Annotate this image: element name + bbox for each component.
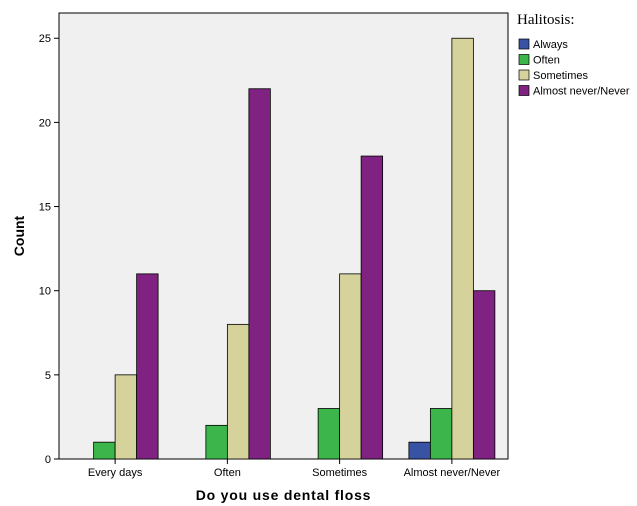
legend-label: Almost never/Never	[533, 86, 630, 98]
bar-often-1	[205, 424, 228, 460]
y-tick-label: 20	[39, 117, 51, 129]
x-axis-title: Do you use dental floss	[196, 487, 372, 503]
legend-label: Sometimes	[533, 70, 589, 82]
bar-sometimes-1	[226, 323, 250, 460]
legend-label: Always	[533, 39, 568, 51]
bar-always-3	[408, 441, 431, 460]
y-tick-label: 0	[45, 454, 51, 466]
y-tick-label: 10	[39, 286, 51, 298]
legend-swatch	[518, 54, 530, 65]
legend: Halitosis: Always Often Sometimes Almost ne…	[517, 12, 630, 98]
bar-almost-never-never-1	[248, 88, 271, 460]
x-tick-label: Often	[214, 467, 241, 479]
x-tick-label: Every days	[88, 467, 143, 479]
bar-almost-never-never-2	[360, 155, 384, 460]
bar-sometimes-2	[339, 273, 362, 460]
legend-swatch	[518, 69, 530, 81]
legend-label: Often	[533, 55, 560, 67]
x-tick-label: Sometimes	[312, 467, 368, 479]
y-tick-label: 15	[39, 202, 51, 214]
bar-often-2	[317, 408, 341, 460]
bar-almost-never-never-0	[136, 273, 159, 460]
bar-almost-never-never-3	[472, 290, 496, 460]
y-tick-label: 5	[45, 370, 51, 382]
y-axis: 0 5 10 15 20 25	[39, 33, 59, 466]
legend-title: Halitosis:	[517, 12, 575, 28]
y-axis-title: Count	[11, 215, 27, 256]
bar-sometimes-0	[114, 374, 138, 460]
x-tick-label: Almost never/Never	[404, 467, 501, 479]
x-axis: Every days Often Sometimes Almost never/Nev…	[88, 459, 501, 479]
legend-swatch	[518, 38, 530, 50]
bars-group	[93, 37, 496, 460]
bar-often-0	[93, 441, 116, 460]
bar-sometimes-3	[451, 37, 474, 460]
legend-swatch	[518, 85, 530, 96]
y-tick-label: 25	[39, 33, 51, 45]
bar-often-3	[429, 408, 453, 460]
